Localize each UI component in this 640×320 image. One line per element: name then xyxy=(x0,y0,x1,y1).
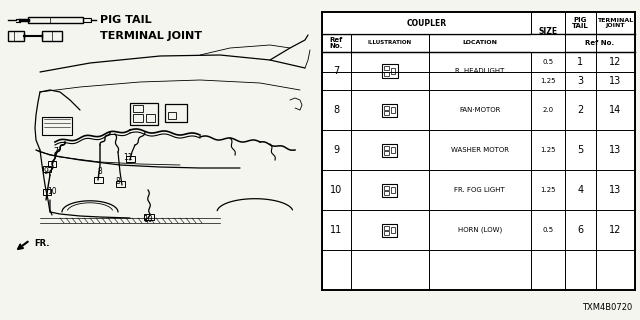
Text: 8: 8 xyxy=(116,178,120,187)
Text: FR. FOG LIGHT: FR. FOG LIGHT xyxy=(454,187,505,193)
Text: Ref No.: Ref No. xyxy=(585,40,614,46)
Bar xyxy=(384,66,389,70)
Text: 7: 7 xyxy=(333,66,339,76)
Text: 12: 12 xyxy=(609,57,621,67)
Bar xyxy=(384,150,389,155)
Text: 3: 3 xyxy=(577,76,583,86)
Text: HORN (LOW): HORN (LOW) xyxy=(458,227,502,233)
Bar xyxy=(43,166,51,172)
Bar xyxy=(382,64,398,78)
Text: TERMINAL
JOINT: TERMINAL JOINT xyxy=(597,18,634,28)
Bar xyxy=(83,18,91,22)
Text: 14: 14 xyxy=(609,105,621,115)
Bar xyxy=(126,156,135,162)
Text: FAN·MOTOR: FAN·MOTOR xyxy=(459,107,500,113)
Bar xyxy=(391,227,395,233)
Bar xyxy=(323,12,530,34)
Bar xyxy=(531,35,564,52)
Text: PIG TAIL: PIG TAIL xyxy=(100,15,152,25)
Text: 1: 1 xyxy=(577,57,583,67)
Bar xyxy=(130,103,158,125)
Text: LOCATION: LOCATION xyxy=(462,41,497,45)
Text: PIG
TAIL: PIG TAIL xyxy=(572,17,589,29)
Text: 0.5: 0.5 xyxy=(542,227,553,233)
Bar xyxy=(28,17,83,23)
Text: 9: 9 xyxy=(333,145,339,155)
Text: 1.25: 1.25 xyxy=(540,78,556,84)
Bar xyxy=(391,68,395,74)
Bar xyxy=(168,112,176,119)
Text: 11: 11 xyxy=(124,153,132,162)
Bar xyxy=(382,143,397,156)
Bar xyxy=(133,105,143,112)
Text: 8: 8 xyxy=(98,167,102,177)
Bar xyxy=(8,31,24,41)
Text: COUPLER: COUPLER xyxy=(406,19,446,28)
Bar xyxy=(391,187,395,193)
Bar xyxy=(133,114,143,122)
Bar xyxy=(382,183,397,196)
Text: 10: 10 xyxy=(330,185,342,195)
Text: 10: 10 xyxy=(143,215,153,225)
Bar xyxy=(43,189,51,195)
Bar xyxy=(144,214,154,220)
Bar xyxy=(391,107,395,113)
Text: WASHER MOTOR: WASHER MOTOR xyxy=(451,147,509,153)
Text: 10: 10 xyxy=(47,188,57,196)
Bar xyxy=(384,106,389,109)
Bar xyxy=(382,103,397,116)
Bar xyxy=(382,223,397,236)
Text: FR.: FR. xyxy=(34,239,49,249)
Bar xyxy=(384,226,389,229)
Bar xyxy=(48,161,56,167)
Bar xyxy=(165,104,187,122)
Text: ILLUSTRATION: ILLUSTRATION xyxy=(368,41,412,45)
Text: 1.25: 1.25 xyxy=(540,147,556,153)
Text: 13: 13 xyxy=(609,76,621,86)
Text: 12: 12 xyxy=(609,225,621,235)
Text: 8: 8 xyxy=(333,105,339,115)
Text: 5: 5 xyxy=(577,145,583,155)
Text: 4: 4 xyxy=(577,185,583,195)
Bar xyxy=(384,72,389,76)
Text: 11: 11 xyxy=(330,225,342,235)
Text: 6: 6 xyxy=(577,225,583,235)
Bar xyxy=(322,12,635,290)
Bar xyxy=(42,117,72,135)
Text: R. HEADLIGHT: R. HEADLIGHT xyxy=(455,68,504,74)
Bar xyxy=(384,230,389,235)
Text: Ref
No.: Ref No. xyxy=(330,36,343,50)
Bar xyxy=(116,181,125,187)
Bar xyxy=(384,146,389,149)
Text: 7: 7 xyxy=(54,148,58,156)
Bar xyxy=(94,177,103,183)
Text: 0.5: 0.5 xyxy=(542,59,553,65)
Bar xyxy=(384,190,389,195)
Text: 2: 2 xyxy=(577,105,583,115)
Text: TERMINAL JOINT: TERMINAL JOINT xyxy=(100,31,202,41)
Text: 13: 13 xyxy=(609,145,621,155)
Bar xyxy=(384,110,389,115)
Bar xyxy=(42,31,62,41)
Text: SIZE: SIZE xyxy=(538,28,557,36)
Bar xyxy=(146,114,155,122)
Text: 1.25: 1.25 xyxy=(540,187,556,193)
Text: 9: 9 xyxy=(44,167,49,177)
Text: 2.0: 2.0 xyxy=(542,107,553,113)
Text: TXM4B0720: TXM4B0720 xyxy=(582,303,632,312)
Text: 13: 13 xyxy=(609,185,621,195)
Bar xyxy=(391,147,395,153)
Bar xyxy=(384,186,389,189)
